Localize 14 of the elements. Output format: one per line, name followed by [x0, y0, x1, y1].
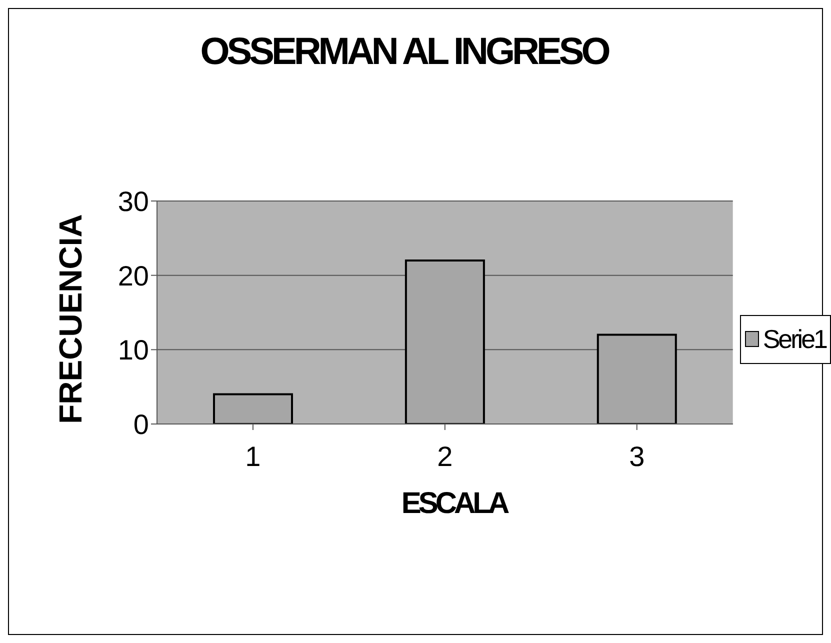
y-tick-label: 30 [118, 186, 149, 217]
bar [213, 393, 293, 424]
bar [596, 334, 677, 424]
chart-title: OSSERMAN AL INGRESO [199, 31, 610, 74]
x-tick-label: 3 [629, 440, 645, 472]
x-tick-label: 1 [245, 440, 261, 472]
x-tick-label: 2 [437, 440, 453, 472]
y-tick-label: 10 [118, 334, 149, 366]
y-tick-label: 0 [133, 408, 149, 440]
legend-label: Serie1 [762, 324, 826, 354]
y-tick-label: 20 [118, 260, 149, 292]
y-axis-title: FRECUENCIA [52, 214, 90, 424]
bar [404, 259, 485, 424]
x-axis-title: ESCALA [400, 487, 508, 521]
